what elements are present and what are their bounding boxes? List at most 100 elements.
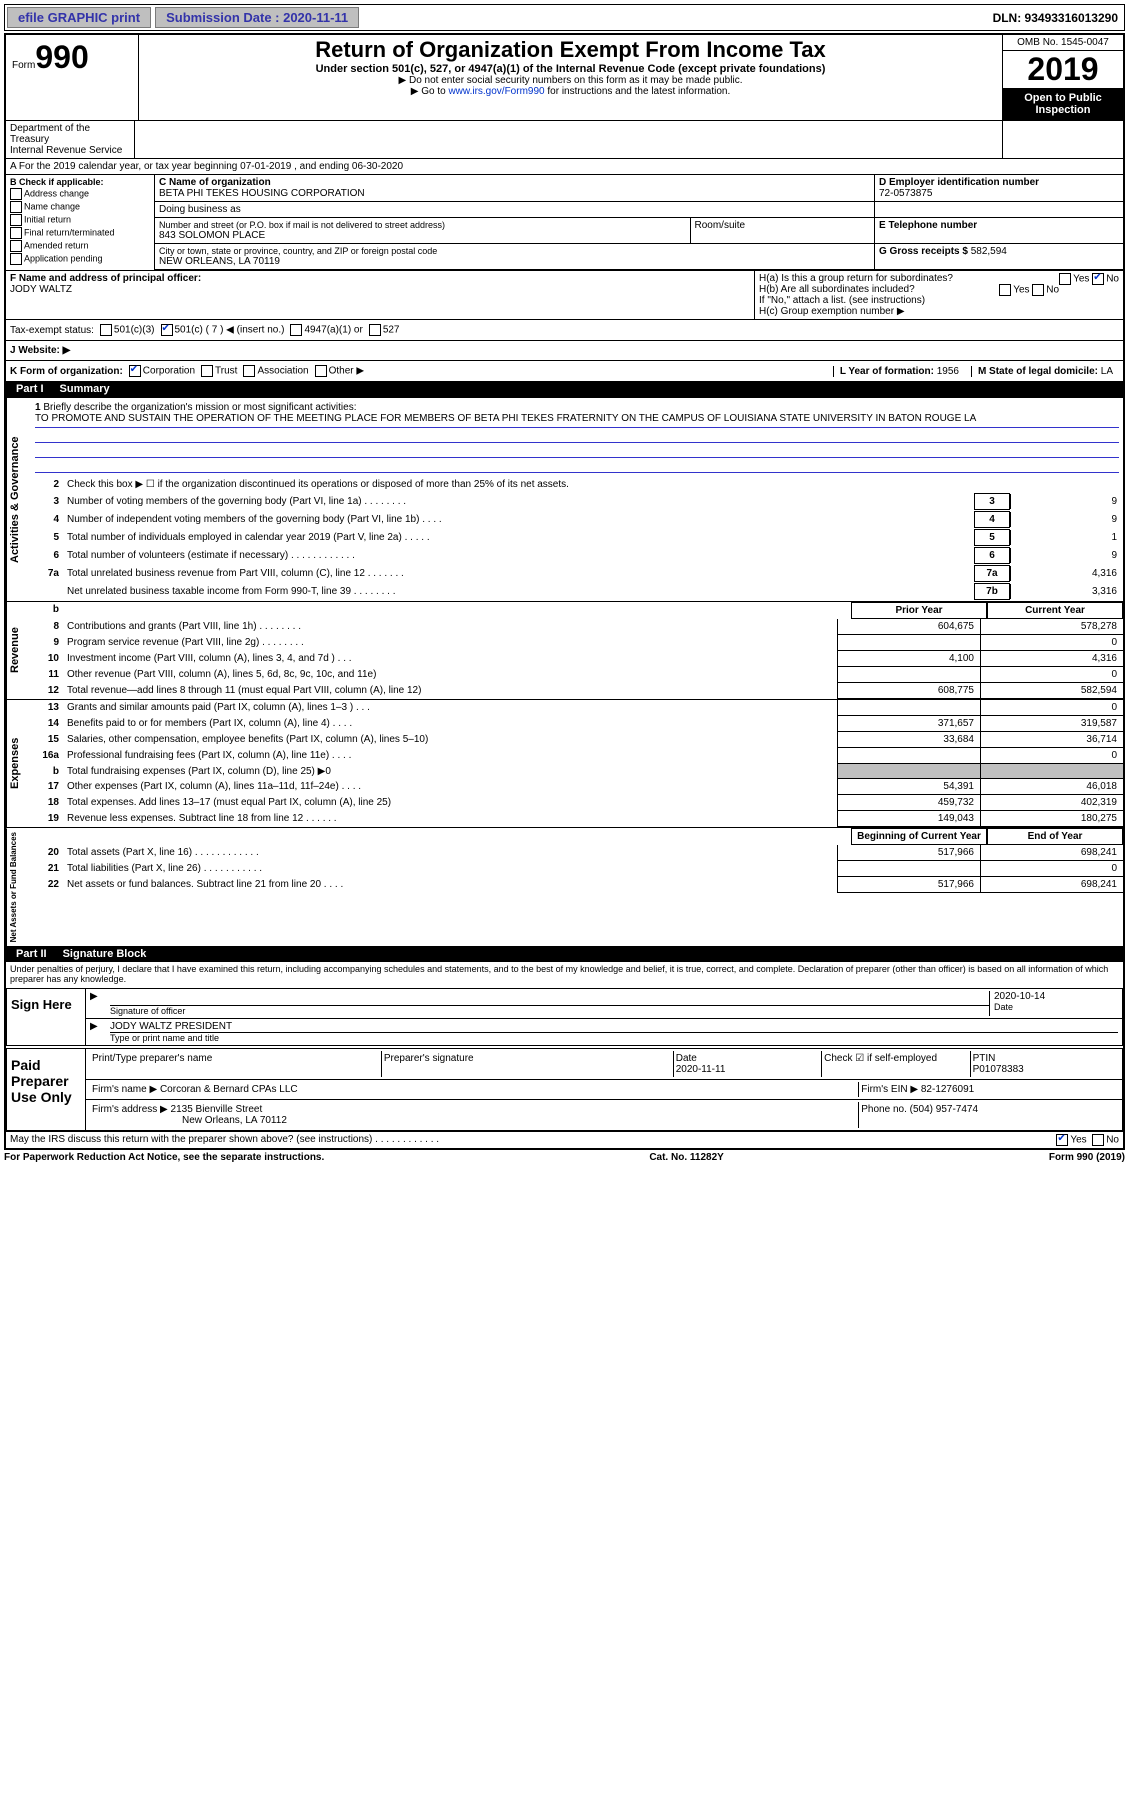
summary-line: Net unrelated business taxable income fr… (31, 583, 1123, 601)
sign-here-section: Sign Here ▶ Signature of officer 2020-10… (6, 988, 1123, 1046)
section-b: B Check if applicable: Address change Na… (6, 175, 155, 270)
col-headers: b Prior Year Current Year (31, 602, 1123, 619)
section-j-website: J Website: ▶ (6, 340, 1123, 360)
title-cell: Return of Organization Exempt From Incom… (139, 35, 1002, 120)
label-type-name: Type or print name and title (110, 1033, 1118, 1043)
summary-line: 4Number of independent voting members of… (31, 511, 1123, 529)
year-cell: OMB No. 1545-0047 2019 Open to Public In… (1002, 35, 1123, 120)
label-tax-exempt: Tax-exempt status: (10, 325, 94, 336)
mission-box: 1 Briefly describe the organization's mi… (31, 398, 1123, 477)
label-officer: F Name and address of principal officer: (10, 273, 750, 284)
summary-line: 6Total number of volunteers (estimate if… (31, 547, 1123, 565)
label-prep-name: Print/Type preparer's name (90, 1051, 382, 1077)
col-begin-label: Beginning of Current Year (851, 828, 987, 845)
declaration-text: Under penalties of perjury, I declare th… (6, 962, 1123, 986)
chk-501c3[interactable]: 501(c)(3) (100, 324, 155, 336)
value-row: 19Revenue less expenses. Subtract line 1… (31, 811, 1123, 827)
section-f: F Name and address of principal officer:… (6, 271, 755, 319)
section-l: L Year of formation: 1956 (833, 366, 965, 377)
omb-number: OMB No. 1545-0047 (1003, 35, 1123, 51)
label-sig-officer: Signature of officer (110, 1006, 989, 1016)
chk-other[interactable]: Other ▶ (315, 365, 364, 377)
instructions-link[interactable]: www.irs.gov/Form990 (448, 86, 544, 97)
chk-application-pending[interactable]: Application pending (10, 253, 150, 265)
section-c-name: C Name of organization BETA PHI TEKES HO… (155, 175, 874, 201)
efile-print-button[interactable]: efile GRAPHIC print (7, 7, 151, 28)
chk-initial-return[interactable]: Initial return (10, 214, 150, 226)
dln-text: DLN: 93493316013290 (987, 9, 1124, 27)
label-prep-sig: Preparer's signature (382, 1051, 674, 1077)
prep-ptin-cell: PTINP01078383 (971, 1051, 1118, 1077)
summary-line: 7aTotal unrelated business revenue from … (31, 565, 1123, 583)
note2-pre: ▶ Go to (411, 86, 449, 97)
value-row: 20Total assets (Part X, line 16) . . . .… (31, 845, 1123, 861)
value-row: 21Total liabilities (Part X, line 26) . … (31, 861, 1123, 877)
chk-trust[interactable]: Trust (201, 365, 237, 377)
form-note-link: ▶ Go to www.irs.gov/Form990 for instruct… (143, 86, 998, 97)
footer-right: Form 990 (2019) (1049, 1152, 1125, 1163)
h-b-note: If "No," attach a list. (see instruction… (759, 295, 1119, 306)
section-b-heading: B Check if applicable: (10, 177, 150, 187)
form-number-cell: Form990 (6, 35, 139, 120)
chk-corporation[interactable]: Corporation (129, 365, 195, 377)
value-row: 13Grants and similar amounts paid (Part … (31, 700, 1123, 716)
chk-address-change[interactable]: Address change (10, 188, 150, 200)
chk-irs-yes[interactable]: Yes (1056, 1134, 1086, 1146)
chk-association[interactable]: Association (243, 365, 308, 377)
section-c-city: City or town, state or province, country… (155, 244, 874, 269)
label-ein: D Employer identification number (879, 177, 1119, 188)
section-c-address: Number and street (or P.O. box if mail i… (155, 218, 690, 243)
submission-date-button[interactable]: Submission Date : 2020-11-11 (155, 7, 359, 28)
col-b-label: b (31, 602, 63, 619)
net-col-headers: Beginning of Current Year End of Year (31, 828, 1123, 845)
col-prior-label: Prior Year (851, 602, 987, 619)
firm-phone-cell: Phone no. (504) 957-7474 (858, 1102, 1118, 1128)
net-assets-section: Net Assets or Fund Balances Beginning of… (6, 827, 1123, 946)
ein-value: 72-0573875 (879, 188, 1119, 199)
vert-label-revenue: Revenue (6, 602, 31, 699)
value-row: 18Total expenses. Add lines 13–17 (must … (31, 795, 1123, 811)
chk-irs-no[interactable]: No (1092, 1134, 1119, 1146)
value-row: 14Benefits paid to or for members (Part … (31, 716, 1123, 732)
part-ii-label: Part II (12, 948, 51, 960)
firm-addr-cell: Firm's address ▶ 2135 Bienville Street N… (90, 1102, 858, 1128)
footer-mid: Cat. No. 11282Y (649, 1152, 723, 1163)
chk-name-change[interactable]: Name change (10, 201, 150, 213)
form-number: 990 (35, 39, 88, 75)
h-c: H(c) Group exemption number ▶ (759, 306, 1119, 317)
sections-klm: K Form of organization: Corporation Trus… (6, 360, 1123, 381)
h-a: H(a) Is this a group return for subordin… (759, 273, 1119, 284)
value-row: 17Other expenses (Part IX, column (A), l… (31, 779, 1123, 795)
value-row: 11Other revenue (Part VIII, column (A), … (31, 667, 1123, 683)
firm-ein-cell: Firm's EIN ▶ 82-1276091 (858, 1082, 1118, 1097)
org-name: BETA PHI TEKES HOUSING CORPORATION (159, 188, 870, 199)
form-subtitle: Under section 501(c), 527, or 4947(a)(1)… (143, 63, 998, 75)
form-header: Form990 Return of Organization Exempt Fr… (6, 35, 1123, 121)
officer-name: JODY WALTZ (10, 284, 750, 295)
part-ii-header: Part II Signature Block (6, 946, 1123, 962)
paid-preparer-section: Paid Preparer Use Only Print/Type prepar… (6, 1048, 1123, 1131)
address-value: 843 SOLOMON PLACE (159, 230, 686, 241)
firm-name-cell: Firm's name ▶ Corcoran & Bernard CPAs LL… (90, 1082, 858, 1097)
form-container: Form990 Return of Organization Exempt Fr… (4, 33, 1125, 1150)
chk-amended-return[interactable]: Amended return (10, 240, 150, 252)
open-public-badge: Open to Public Inspection (1003, 88, 1123, 120)
revenue-section: Revenue b Prior Year Current Year 8Contr… (6, 601, 1123, 699)
value-row: 9Program service revenue (Part VIII, lin… (31, 635, 1123, 651)
chk-501c[interactable]: 501(c) ( 7 ) ◀ (insert no.) (161, 324, 285, 336)
label-gross-receipts: G Gross receipts $ (879, 246, 968, 257)
section-d: D Employer identification number 72-0573… (874, 175, 1123, 201)
value-row: 12Total revenue—add lines 8 through 11 (… (31, 683, 1123, 699)
line2-text: Check this box ▶ ☐ if the organization d… (63, 477, 1123, 492)
chk-527[interactable]: 527 (369, 324, 400, 336)
part-i-header: Part I Summary (6, 381, 1123, 397)
value-row: 22Net assets or fund balances. Subtract … (31, 877, 1123, 893)
mission-text: TO PROMOTE AND SUSTAIN THE OPERATION OF … (35, 413, 1119, 428)
section-g: G Gross receipts $ 582,594 (874, 244, 1123, 269)
part-ii-title: Signature Block (63, 948, 147, 960)
chk-4947[interactable]: 4947(a)(1) or (290, 324, 362, 336)
section-m: M State of legal domicile: LA (971, 366, 1119, 377)
footer: For Paperwork Reduction Act Notice, see … (4, 1150, 1125, 1165)
chk-final-return[interactable]: Final return/terminated (10, 227, 150, 239)
prep-date-cell: Date2020-11-11 (674, 1051, 822, 1077)
